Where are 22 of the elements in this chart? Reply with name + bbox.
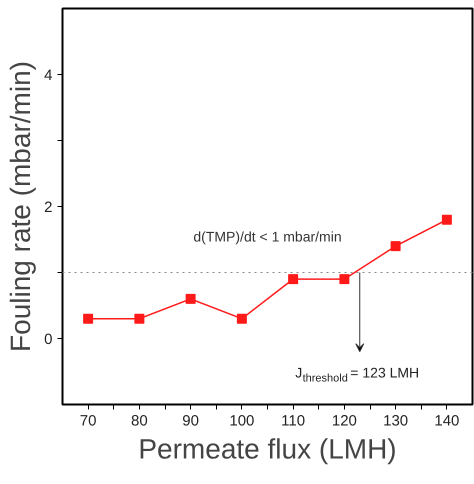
y-tick-label: 0 <box>44 331 52 348</box>
x-tick-label: 80 <box>131 412 148 430</box>
ref-line-label: d(TMP)/dt < 1 mbar/min <box>193 228 342 244</box>
x-tick-label: 140 <box>434 412 460 430</box>
point <box>288 274 298 284</box>
point <box>83 314 94 324</box>
x-tick-label: 120 <box>332 412 357 430</box>
x-axis-title: Permeate flux (LMH) <box>138 434 397 464</box>
point <box>442 214 452 225</box>
x-tick-label: 110 <box>281 412 306 430</box>
point <box>186 294 196 304</box>
y-axis-title: Fouling rate (mbar/min) <box>5 61 36 352</box>
point <box>134 314 144 324</box>
y-tick-label: 2 <box>44 199 52 216</box>
point <box>339 274 350 284</box>
x-tick-label: 130 <box>383 412 408 430</box>
point <box>236 314 247 324</box>
x-tick-label: 100 <box>229 412 254 430</box>
point <box>390 241 401 252</box>
x-tick-label: 70 <box>80 412 96 430</box>
y-tick-label: 4 <box>44 67 52 84</box>
x-tick-label: 90 <box>182 412 199 430</box>
